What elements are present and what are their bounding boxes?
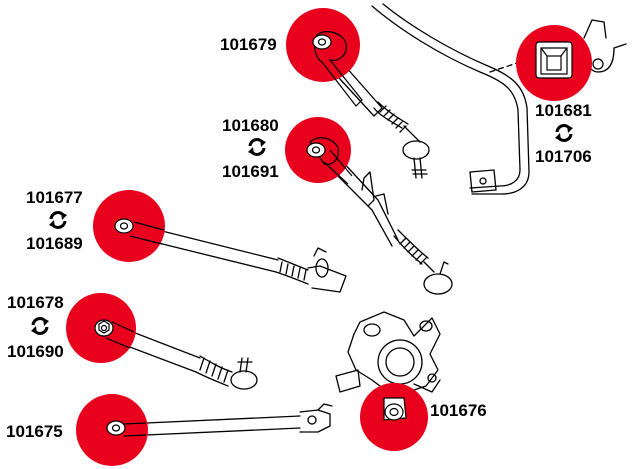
part-number-mid-arm-alt: 101689	[26, 234, 83, 253]
bush-lower-arm	[94, 319, 135, 349]
part-number-upper-arm-2-primary: 101680	[222, 116, 279, 135]
part-number-upper-arm: 101679	[220, 35, 277, 54]
part-number-knuckle-bush: 101676	[430, 401, 487, 420]
bush-sway-bar	[535, 41, 573, 79]
highlight-discs	[66, 8, 592, 466]
part-number-sway-bar-bush-primary: 101681	[535, 101, 592, 120]
bush-trailing-arm	[106, 420, 147, 437]
rear-knuckle	[335, 311, 441, 393]
sway-bar	[371, 3, 530, 195]
swap-arrows-icon	[555, 124, 573, 142]
part-number-lower-arm-primary: 101678	[7, 293, 64, 312]
part-number-mid-arm-primary: 101677	[26, 188, 83, 207]
bush-knuckle	[383, 397, 407, 421]
part-number-lower-arm-alt: 101690	[7, 342, 64, 361]
swap-arrows-icon	[248, 138, 266, 156]
bush-upper-arm-2	[306, 137, 353, 185]
trailing-arm	[106, 403, 333, 437]
bush-upper-arm	[312, 31, 363, 107]
part-number-sway-bar-bush-alt: 101706	[535, 147, 592, 166]
part-number-upper-arm-2-alt: 101691	[222, 162, 279, 181]
swap-arrows-icon	[49, 211, 67, 229]
swap-arrows-icon	[31, 317, 49, 335]
bush-mid-arm	[114, 218, 165, 245]
part-number-trailing-arm: 101675	[6, 422, 63, 441]
